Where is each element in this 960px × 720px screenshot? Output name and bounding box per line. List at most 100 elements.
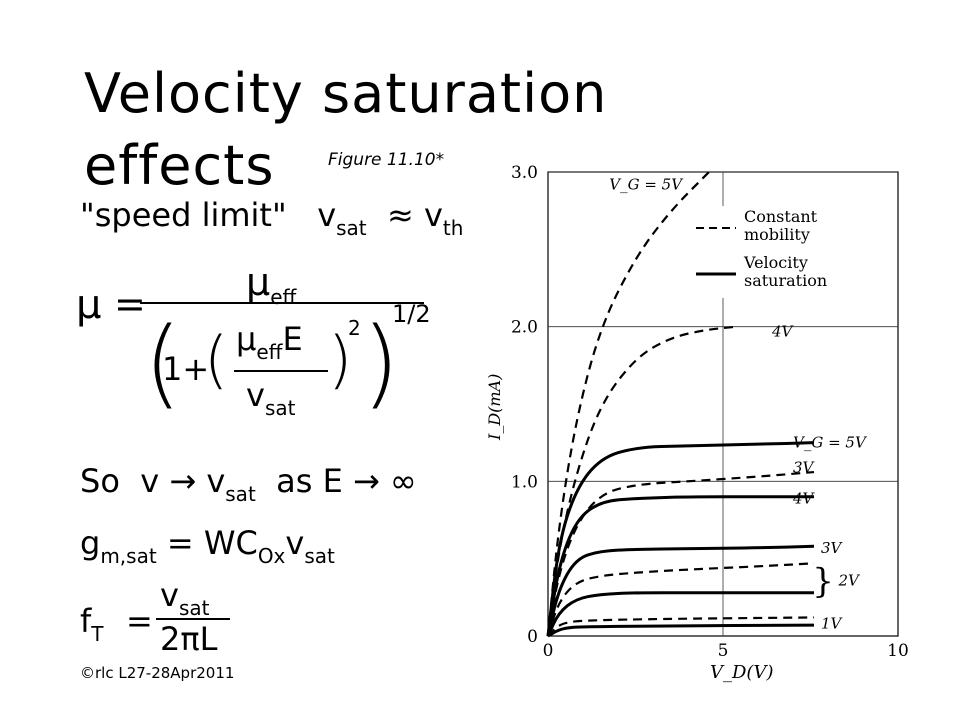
velocity-saturation-curve-9 <box>547 623 815 638</box>
approx-symbol: ≈ <box>387 196 414 234</box>
mobility-equation: μ = μeff ( 1+ ( μeffE vsat ) 2 ) 1/2 <box>76 258 476 448</box>
velocity-saturation-curve-8 <box>546 591 814 637</box>
speed-limit-label: "speed limit" <box>80 196 287 234</box>
sat-subscript-3: sat <box>225 482 256 506</box>
C-symbol: C <box>235 524 258 562</box>
eff-subscript-inner: eff <box>256 340 283 364</box>
v-symbol-3: v <box>140 462 160 500</box>
curve-label: V_G = 5V <box>793 434 868 452</box>
y-axis-label: I_D(mA) <box>485 374 504 441</box>
g-symbol: g <box>80 524 101 562</box>
exponent-half: 1/2 <box>392 300 431 328</box>
v-symbol: v <box>317 196 337 234</box>
left-big-paren: ( <box>144 307 182 419</box>
velocity-saturation-curve-7 <box>546 544 815 637</box>
label-layer: V_G = 5V 4V V_G = 5V 3V 4V 3V 2V 1V} <box>609 175 868 632</box>
v-symbol-6: v <box>160 576 179 614</box>
constant-mobility-curve-3 <box>546 562 815 637</box>
tick-layer: 0 5 10 0 1.0 2.0 3.0 <box>511 163 909 661</box>
slide-title: Velocity saturation effects <box>84 58 644 202</box>
one-plus: 1+ <box>162 350 210 388</box>
transconductance-equation: gm,sat = WCOxvsat <box>80 524 335 568</box>
as-text: as <box>276 462 313 500</box>
transit-frequency-equation: fT = vsat 2πL <box>80 576 280 662</box>
brace-2v: } <box>812 561 834 601</box>
curve-label: 2V <box>838 571 862 589</box>
eff-subscript-num: eff <box>270 285 297 309</box>
curve-label: 4V <box>792 489 816 507</box>
v-symbol-inner: v <box>246 376 265 414</box>
title-line-1: Velocity saturation <box>84 62 608 125</box>
T-subscript: T <box>91 622 104 646</box>
W-symbol: W <box>203 524 236 562</box>
y-tick-label: 2.0 <box>511 318 538 338</box>
sat-subscript: sat <box>336 216 367 240</box>
th-subscript: th <box>442 216 464 240</box>
x-tick-label: 10 <box>887 641 909 661</box>
curve-label: 1V <box>821 615 844 633</box>
arrow-symbol: → <box>169 462 197 500</box>
equals-symbol: = <box>114 282 146 326</box>
constant-mobility-curve-4 <box>547 616 815 637</box>
v-symbol-4: v <box>206 462 226 500</box>
arrow-symbol-2: → <box>352 462 380 500</box>
mu-eff-E: μeffE <box>236 320 303 364</box>
right-small-paren: ) <box>328 323 353 396</box>
legend-label-word: saturation <box>744 271 827 290</box>
sat-subscript-inner: sat <box>264 396 296 420</box>
two-pi-L: 2πL <box>160 620 218 658</box>
curve-layer <box>546 171 815 638</box>
curve-label: V_G = 5V <box>609 175 684 193</box>
v-symbol-2: v <box>423 196 443 234</box>
v-sat-numerator: vsat <box>160 576 209 620</box>
equals-symbol-3: = <box>126 602 153 640</box>
constant-mobility-curve-1 <box>546 325 738 637</box>
exponent-2: 2 <box>348 316 361 340</box>
grid-layer <box>547 171 899 637</box>
ox-subscript: Ox <box>257 544 286 568</box>
curve-label: 4V <box>771 322 795 340</box>
velocity-saturation-curve-6 <box>546 495 814 637</box>
footer-copyright: ©rlc L27-28Apr2011 <box>80 664 235 682</box>
y-tick-label: 3.0 <box>511 163 538 183</box>
legend-box <box>690 206 840 298</box>
legend-label-word: Velocity <box>743 253 808 272</box>
mu-symbol: μ <box>76 282 102 328</box>
right-big-paren: ) <box>362 307 400 419</box>
fraction-bar-inner <box>234 370 328 372</box>
left-small-paren: ( <box>204 323 229 396</box>
infinity-symbol: ∞ <box>389 462 417 500</box>
f-symbol: f <box>80 602 92 640</box>
sat-subscript-5: sat <box>178 596 210 620</box>
fT-symbol: fT <box>80 602 103 646</box>
legend-label-word: mobility <box>744 225 810 244</box>
y-tick-label: 0 <box>527 627 538 647</box>
title-line-2: effects <box>84 134 275 197</box>
sat-subscript-4: sat <box>304 544 335 568</box>
v-symbol-5: v <box>285 524 305 562</box>
y-tick-label: 1.0 <box>511 472 538 492</box>
x-tick-label: 0 <box>543 641 554 661</box>
mu-symbol-num: μ <box>246 260 271 304</box>
figure-caption: Figure 11.10* <box>328 150 445 170</box>
v-sat-inner: vsat <box>246 376 295 420</box>
velocity-saturation-curve-5 <box>546 441 815 637</box>
curve-label: 3V <box>793 458 816 476</box>
so-text: So <box>80 462 120 500</box>
E-symbol: E <box>282 320 303 358</box>
x-axis-label: V_D(V) <box>710 662 773 683</box>
fraction-bar-main <box>140 302 424 304</box>
fraction-bar-fT <box>156 618 230 620</box>
mu-symbol-inner: μ <box>236 320 257 358</box>
x-tick-label: 5 <box>718 641 729 661</box>
m-sat-subscript: m,sat <box>100 544 157 568</box>
E-symbol-2: E <box>322 462 343 500</box>
equals-symbol-2: = <box>166 524 194 562</box>
speed-limit-equation: "speed limit" vsat ≈ vth <box>80 196 463 240</box>
legend-label-word: Constant <box>744 207 818 226</box>
limit-statement: So v → vsat as E → ∞ <box>80 462 417 506</box>
curve-label: 3V <box>821 539 844 557</box>
id-vd-chart: V_G = 5V 4V V_G = 5V 3V 4V 3V 2V 1V} 0 5 10 0 1.0 2.… <box>485 163 909 683</box>
mu-eff-numerator: μeff <box>246 260 296 309</box>
